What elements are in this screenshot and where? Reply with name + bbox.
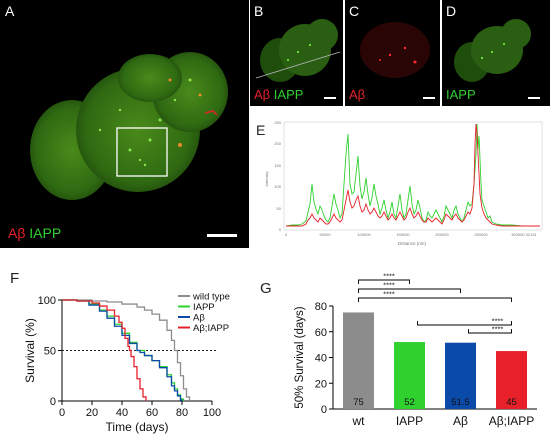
g-significance-label: **** xyxy=(492,325,504,334)
f-series-line xyxy=(62,299,183,401)
panel-f-letter: F xyxy=(10,270,20,287)
panel-a-letter: A xyxy=(5,3,15,19)
g-bar-value-label: 52 xyxy=(404,397,415,408)
panel-a-inset-box xyxy=(116,127,168,177)
panel-c-scale-bar xyxy=(423,97,435,99)
panel-c-letter: C xyxy=(349,3,360,19)
panel-e-letter: E xyxy=(256,122,266,138)
panel-c-micrograph xyxy=(360,22,430,78)
g-bar-value-label: 75 xyxy=(353,397,364,408)
panel-e-ytick: 0 xyxy=(279,227,282,232)
f-x-axis-label: Time (days) xyxy=(106,420,169,434)
g-x-tick-label: IAPP xyxy=(396,414,423,428)
f-series-line xyxy=(62,299,191,401)
f-legend-label: wild type xyxy=(192,292,230,303)
g-significance-label: **** xyxy=(383,272,395,281)
f-y-axis-label: Survival (%) xyxy=(23,318,37,383)
panel-e-ylabel: Intensity xyxy=(264,172,269,187)
panel-b-profile-line xyxy=(255,51,341,79)
g-significance-bracket xyxy=(468,329,512,334)
panel-e-ytick: 50 xyxy=(277,206,282,211)
g-bar xyxy=(496,351,527,409)
g-significance-bracket xyxy=(358,297,512,302)
panel-b-label-abeta: Aβ xyxy=(254,87,271,102)
panel-a-label-abeta: Aβ xyxy=(8,225,26,241)
panel-a-image: A Aβ IAPP xyxy=(0,0,249,248)
panel-b-label-iapp: IAPP xyxy=(273,87,304,102)
panel-g-letter: G xyxy=(260,280,272,297)
f-y-tick-label: 100 xyxy=(38,295,56,307)
panel-e-intensity-profile: Intensity 0 50 100 150 200 250 0 50000 1… xyxy=(264,120,543,246)
f-legend-label: IAPP xyxy=(193,302,215,313)
panel-e-xtick: 100000 xyxy=(357,232,371,237)
panel-e-xtick: 200000 xyxy=(435,232,449,237)
panel-e-ytick: 150 xyxy=(274,163,281,168)
panel-e-red-trace xyxy=(286,123,540,227)
g-significance-label: **** xyxy=(383,290,395,299)
panel-d-image: D IAPP xyxy=(442,0,550,106)
f-y-tick-label: 0 xyxy=(50,396,56,408)
panel-e-xtick: 150000 xyxy=(396,232,410,237)
panel-d-label-iapp: IAPP xyxy=(446,87,476,102)
g-x-tick-label: wt xyxy=(352,414,366,428)
panel-e-xtick: 50000 xyxy=(319,232,331,237)
g-significance-bracket xyxy=(417,321,512,326)
panel-e-yticks: 0 50 100 150 200 250 xyxy=(274,120,281,232)
f-x-tick-label: 40 xyxy=(116,407,128,419)
g-significance-label: **** xyxy=(492,317,504,326)
panel-d-letter: D xyxy=(446,3,457,19)
g-x-tick-label: Aβ xyxy=(453,414,468,428)
panel-g-median-survival-chart: 0 20 40 60 80 50% Survival (days) 75 wt 52 IAPP 51… xyxy=(294,272,537,428)
g-y-tick-label: 40 xyxy=(315,353,327,365)
panel-b-scale-bar xyxy=(324,97,336,99)
panel-a-micrograph xyxy=(30,52,228,200)
panel-b-micrograph xyxy=(255,19,341,82)
g-bar-value-label: 45 xyxy=(506,397,517,408)
g-y-axis-label: 50% Survival (days) xyxy=(294,306,306,408)
panel-a-label-iapp: IAPP xyxy=(29,225,62,241)
g-bar-value-label: 51.5 xyxy=(451,397,470,408)
g-significance-bracket xyxy=(358,288,461,293)
panel-a-legend: Aβ IAPP xyxy=(8,225,61,241)
f-x-tick-label: 60 xyxy=(146,407,158,419)
g-x-tick-label: Aβ;IAPP xyxy=(489,414,535,428)
f-legend-label: Aβ xyxy=(193,313,205,324)
panel-b-legend: Aβ IAPP xyxy=(254,87,303,102)
panel-d-micrograph xyxy=(454,19,531,82)
panel-b-image: B Aβ IAPP xyxy=(250,0,343,106)
f-x-tick-label: 100 xyxy=(203,407,221,419)
f-x-tick-label: 0 xyxy=(59,407,65,419)
g-bar xyxy=(394,342,425,409)
f-series-line xyxy=(62,299,147,401)
panel-b-letter: B xyxy=(254,3,264,19)
panel-f-survival-chart: 0 50 100 0 20 40 60 80 100 Time (days) Survival (%… xyxy=(23,292,230,435)
panel-e-xtick: 250000 xyxy=(474,232,488,237)
panel-e-xticks: 0 50000 100000 150000 200000 250000 3000… xyxy=(285,232,538,237)
f-y-tick-label: 50 xyxy=(44,346,56,358)
g-y-tick-label: 20 xyxy=(315,378,327,390)
g-y-tick-label: 60 xyxy=(315,327,327,339)
g-y-tick-label: 80 xyxy=(315,301,327,313)
g-bar xyxy=(445,342,476,409)
f-x-tick-label: 80 xyxy=(176,407,188,419)
panel-d-scale-bar xyxy=(528,97,540,99)
g-bar xyxy=(343,312,374,409)
panel-e-ytick: 250 xyxy=(274,120,281,125)
f-legend-label: Aβ;IAPP xyxy=(193,323,229,334)
panel-e-xtick: 300000 32151 xyxy=(511,232,537,237)
panel-e-xtick: 0 xyxy=(285,232,288,237)
g-significance-bracket xyxy=(358,279,410,284)
g-y-tick-label: 0 xyxy=(321,404,327,416)
panel-a-scale-bar xyxy=(207,234,237,237)
g-significance-label: **** xyxy=(383,281,395,290)
panel-c-image: C Aβ xyxy=(345,0,440,106)
f-x-tick-label: 20 xyxy=(86,407,98,419)
panel-c-label-abeta: Aβ xyxy=(349,87,366,102)
panel-e-ytick: 100 xyxy=(274,184,281,189)
panel-e-xlabel: Distance (nm) xyxy=(398,241,427,246)
panel-e-ytick: 200 xyxy=(274,141,281,146)
